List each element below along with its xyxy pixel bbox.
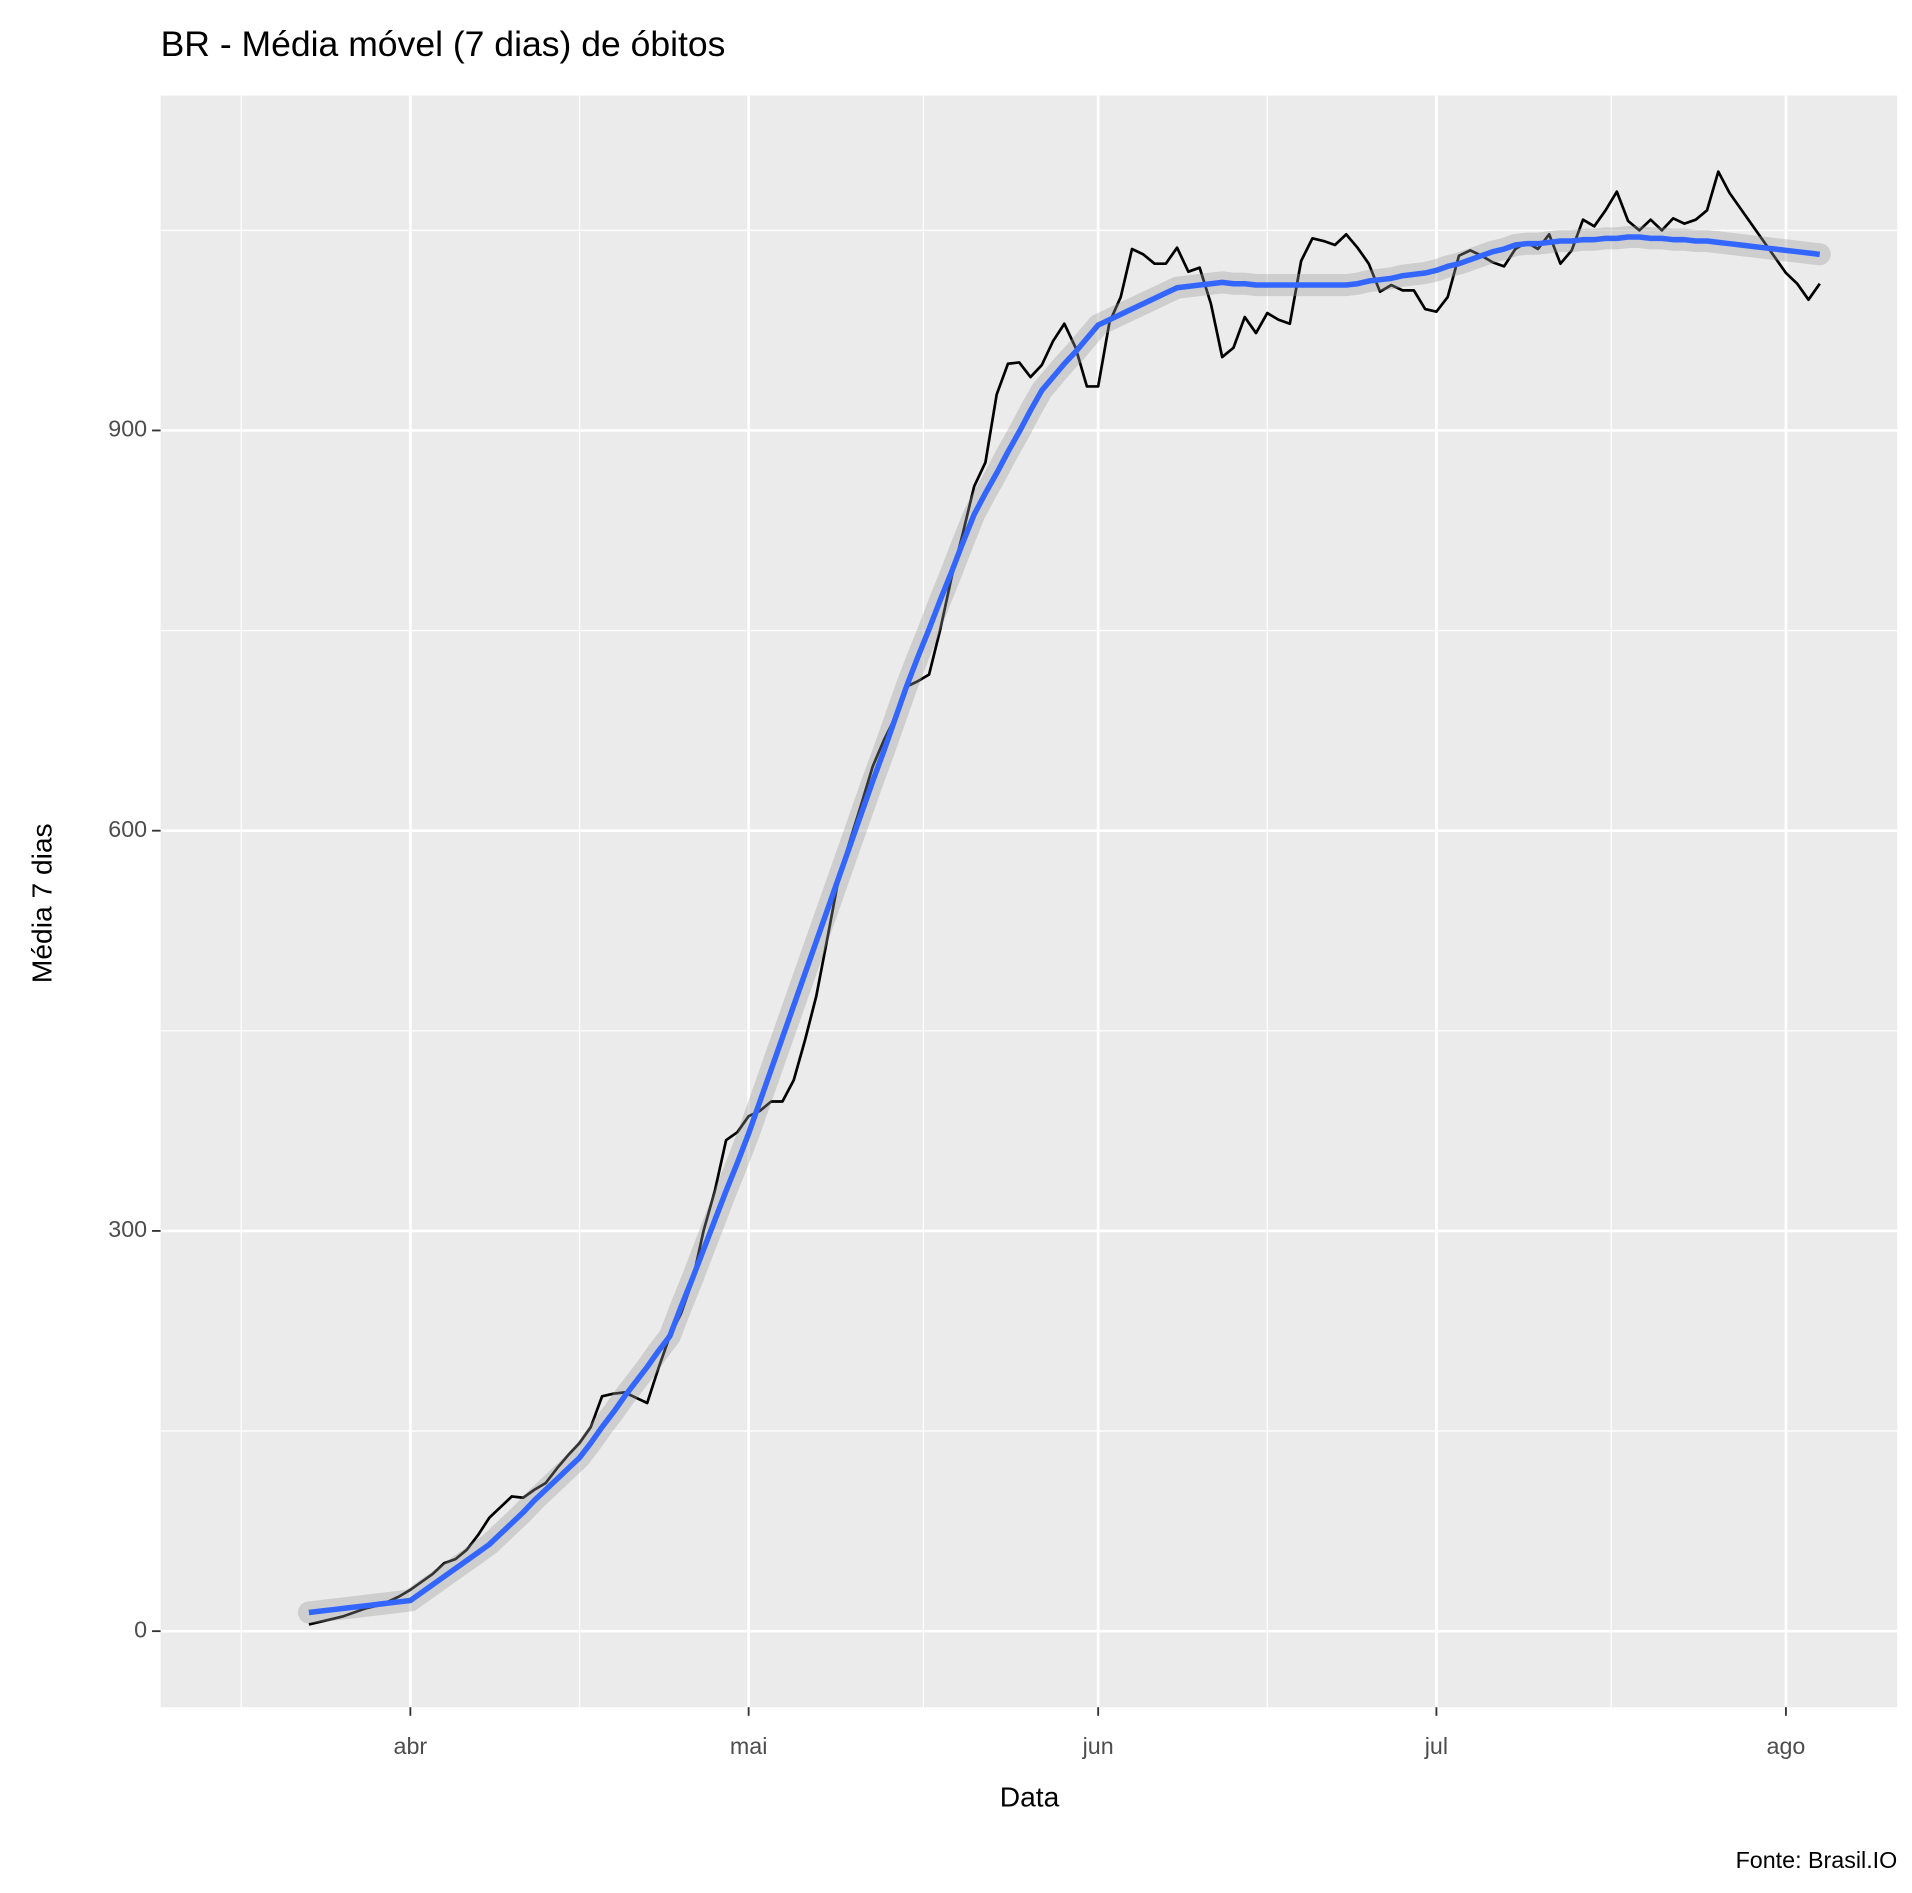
chart-title: BR - Média móvel (7 dias) de óbitos xyxy=(161,24,726,64)
y-tick-label: 900 xyxy=(108,416,147,442)
grid xyxy=(160,95,1898,1708)
y-tick-label: 300 xyxy=(108,1216,147,1242)
x-tick-label: abr xyxy=(394,1733,428,1759)
x-tick-label: jun xyxy=(1082,1733,1114,1759)
caption: Fonte: Brasil.IO xyxy=(1736,1847,1898,1873)
x-axis-title: Data xyxy=(1000,1781,1060,1813)
data-marks xyxy=(297,170,1831,1626)
y-tick-label: 600 xyxy=(108,816,147,842)
data-line xyxy=(308,170,1821,1626)
x-tick-label: jul xyxy=(1424,1733,1448,1759)
x-tick-label: ago xyxy=(1767,1733,1806,1759)
y-tick-label: 0 xyxy=(134,1616,147,1642)
x-tick-label: mai xyxy=(730,1733,768,1759)
y-axis-title: Média 7 dias xyxy=(26,823,58,983)
smooth-line xyxy=(308,234,1821,1616)
plot-panel xyxy=(160,95,1898,1708)
